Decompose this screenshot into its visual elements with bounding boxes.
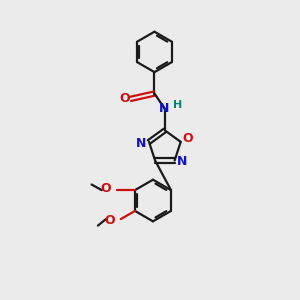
Text: H: H <box>173 100 182 110</box>
Text: O: O <box>104 214 115 227</box>
Text: N: N <box>159 102 169 115</box>
Text: N: N <box>177 155 188 169</box>
Text: N: N <box>136 137 146 150</box>
Text: O: O <box>119 92 130 105</box>
Text: O: O <box>182 132 193 146</box>
Text: O: O <box>100 182 111 195</box>
